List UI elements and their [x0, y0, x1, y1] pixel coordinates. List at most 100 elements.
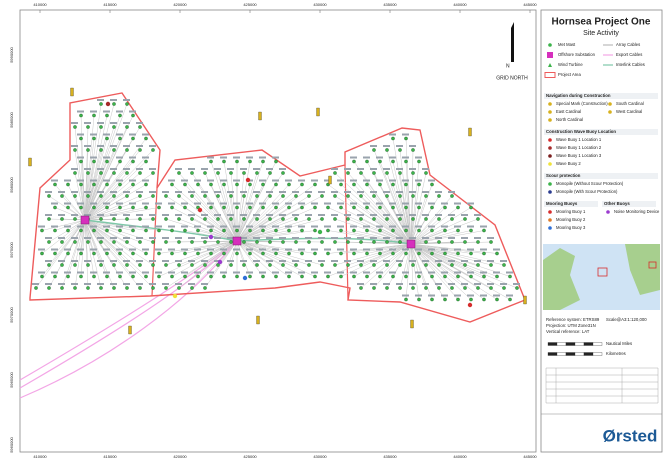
- wind-turbine: [365, 228, 369, 233]
- array-cable: [204, 240, 238, 266]
- wind-turbine: [385, 263, 389, 267]
- turbine-label: [220, 225, 227, 228]
- array-cable: [236, 207, 277, 242]
- array-cable: [410, 218, 440, 245]
- turbine-label: [474, 237, 481, 239]
- wind-turbine: [170, 251, 174, 256]
- array-cable: [236, 184, 251, 242]
- wind-turbine: [320, 263, 324, 267]
- wind-turbine: [242, 194, 246, 198]
- wind-turbine: [313, 274, 317, 279]
- wind-turbine: [60, 217, 64, 221]
- wind-turbine: [209, 228, 213, 233]
- wind-turbine: [125, 263, 129, 267]
- project-area: [29, 92, 526, 323]
- legend-item: Special Mark (Construction): [556, 101, 608, 106]
- wind-turbine: [105, 113, 109, 118]
- cardinal-mark: [316, 107, 320, 117]
- turbine-label: [402, 156, 409, 159]
- wind-turbine: [157, 228, 161, 233]
- array-cable: [84, 207, 147, 221]
- array-cable: [35, 219, 86, 289]
- export-cable: [19, 245, 233, 399]
- cardinal-mark: [468, 127, 472, 137]
- wind-turbine: [73, 194, 77, 198]
- turbine-label: [396, 260, 403, 262]
- wind-turbine: [300, 182, 304, 187]
- turbine-label: [214, 237, 221, 239]
- turbine-label: [103, 156, 110, 159]
- wind-turbine: [300, 228, 304, 233]
- turbine-label: [58, 283, 65, 285]
- turbine-label: [71, 145, 78, 147]
- turbine-label: [142, 248, 149, 251]
- turbine-label: [162, 214, 169, 216]
- wind-turbine: [144, 274, 148, 279]
- legend-symbol: [548, 162, 552, 166]
- wind-turbine: [235, 228, 239, 233]
- turbine-label: [77, 156, 84, 159]
- wind-turbine: [398, 194, 402, 198]
- legend-item: East Cardinal: [556, 109, 581, 114]
- wind-turbine: [112, 125, 116, 129]
- wind-turbine: [385, 286, 389, 290]
- turbine-label: [116, 156, 123, 159]
- wind-turbine: [339, 205, 343, 210]
- turbine-label: [103, 179, 110, 182]
- wind-turbine: [294, 240, 298, 244]
- wind-turbine: [60, 194, 64, 198]
- wind-turbine: [66, 274, 70, 279]
- turbine-label: [402, 133, 409, 136]
- turbine-label: [383, 237, 390, 239]
- turbine-label: [376, 248, 383, 251]
- turbine-label: [233, 225, 240, 228]
- wind-turbine: [398, 263, 402, 267]
- array-cable: [410, 184, 433, 245]
- wind-turbine: [417, 228, 421, 233]
- wind-turbine: [287, 251, 291, 256]
- wind-turbine: [209, 205, 213, 210]
- turbine-label: [376, 179, 383, 182]
- wind-turbine: [281, 194, 285, 198]
- turbine-label: [136, 191, 143, 193]
- array-cable: [158, 240, 238, 254]
- wind-turbine: [307, 263, 311, 267]
- wind-turbine: [170, 228, 174, 233]
- turbine-label: [266, 237, 273, 239]
- wind-turbine: [138, 286, 142, 290]
- legend-symbol: [548, 43, 552, 47]
- turbine-label: [116, 202, 123, 205]
- wind-turbine: [47, 240, 51, 244]
- wind-turbine: [99, 102, 103, 106]
- wind-turbine: [190, 217, 194, 221]
- buoy: [467, 302, 473, 308]
- easting-label: 445000: [523, 454, 537, 459]
- turbine-label: [227, 260, 234, 262]
- wind-turbine: [170, 182, 174, 187]
- turbine-label: [129, 271, 136, 274]
- turbine-label: [454, 225, 461, 228]
- wind-turbine: [476, 286, 480, 290]
- wind-turbine: [391, 228, 395, 233]
- turbine-label: [279, 237, 286, 239]
- wind-turbine: [489, 263, 493, 267]
- turbine-label: [90, 225, 97, 228]
- turbine-label: [370, 237, 377, 239]
- map-area: 410000 410000 415000 415000 420000 420000 4250…: [9, 2, 537, 459]
- legend-item: Export Cables: [616, 52, 642, 57]
- wind-turbine: [326, 251, 330, 256]
- array-cable: [80, 138, 86, 221]
- wind-turbine: [450, 217, 454, 221]
- legend-item: Wind Turbine: [558, 62, 583, 67]
- wind-turbine: [190, 286, 194, 290]
- turbine-label: [116, 110, 123, 113]
- array-cable: [197, 207, 238, 242]
- turbine-label: [363, 271, 370, 274]
- turbine-label: [129, 133, 136, 136]
- turbine-label: [188, 260, 195, 262]
- turbine-label: [480, 225, 487, 228]
- northing-label: 5975000: [9, 241, 14, 257]
- wind-turbine: [365, 274, 369, 279]
- turbine-label: [298, 271, 305, 274]
- turbine-label: [493, 294, 500, 297]
